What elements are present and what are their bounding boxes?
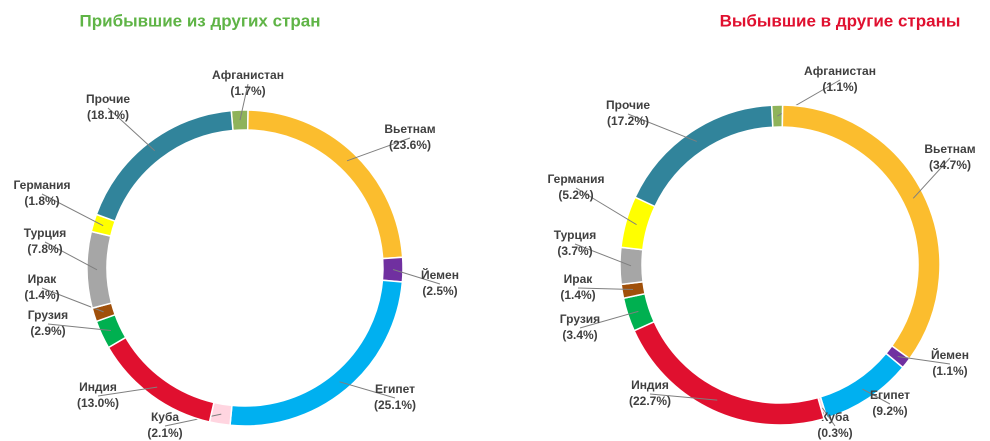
category-label: Афганистан	[212, 68, 284, 82]
value-label: (2.1%)	[147, 426, 182, 440]
leader-line	[575, 187, 637, 226]
segment	[86, 230, 113, 310]
category-label: Индия	[631, 378, 669, 392]
segment	[619, 246, 644, 286]
category-label: Куба	[151, 410, 179, 424]
leader-line	[577, 287, 634, 291]
leader-line	[107, 107, 156, 152]
leader-line	[164, 413, 222, 427]
leader-line	[44, 241, 98, 271]
category-label: Германия	[547, 172, 604, 186]
category-label: Египет	[870, 388, 910, 402]
value-label: (1.4%)	[24, 288, 59, 302]
leader-line	[47, 323, 111, 331]
category-label: Йемен	[931, 347, 969, 362]
category-label: Йемен	[421, 267, 459, 282]
category-label: Прочие	[86, 92, 130, 106]
value-label: (1.7%)	[230, 84, 265, 98]
leader-line	[239, 83, 249, 121]
leader-line	[862, 388, 891, 405]
category-label: Египет	[375, 382, 415, 396]
category-label: Вьетнам	[384, 122, 435, 136]
leader-line	[41, 193, 104, 227]
segment	[381, 256, 404, 283]
value-label: (25.1%)	[374, 398, 416, 412]
category-label: Германия	[13, 178, 70, 192]
value-label: (5.2%)	[558, 188, 593, 202]
value-label: (13.0%)	[77, 396, 119, 410]
value-label: (0.3%)	[817, 426, 852, 440]
segment	[620, 196, 657, 251]
value-label: (22.7%)	[629, 394, 671, 408]
leader-line	[346, 137, 411, 162]
leader-line	[392, 269, 441, 285]
value-label: (18.1%)	[87, 108, 129, 122]
value-label: (1.1%)	[822, 80, 857, 94]
segment	[230, 109, 249, 132]
leader-line	[574, 243, 632, 267]
value-label: (9.2%)	[872, 404, 907, 418]
value-label: (1.1%)	[932, 364, 967, 378]
value-label: (3.4%)	[562, 328, 597, 342]
leader-line	[339, 381, 396, 399]
segment	[95, 109, 234, 223]
category-label: Ирак	[564, 272, 594, 286]
value-label: (1.4%)	[560, 288, 595, 302]
category-label: Турция	[24, 226, 66, 240]
leader-line	[579, 310, 639, 329]
category-label: Турция	[554, 228, 596, 242]
category-label: Грузия	[560, 312, 600, 326]
value-label: (17.2%)	[607, 114, 649, 128]
value-label: (23.6%)	[389, 138, 431, 152]
chart-title: Прибывшие из других стран	[80, 11, 321, 30]
category-label: Индия	[79, 380, 117, 394]
category-label: Куба	[821, 410, 849, 424]
leader-line	[912, 157, 951, 199]
category-label: Афганистан	[804, 64, 876, 78]
value-label: (1.8%)	[24, 194, 59, 208]
category-label: Вьетнам	[924, 142, 975, 156]
leader-line	[897, 355, 951, 365]
category-label: Грузия	[28, 308, 68, 322]
leader-line	[649, 393, 718, 401]
value-label: (2.9%)	[30, 324, 65, 338]
leader-line	[821, 407, 836, 427]
segment	[634, 104, 774, 208]
category-label: Прочие	[606, 98, 650, 112]
category-label: Ирак	[28, 272, 58, 286]
leader-line	[627, 113, 697, 142]
chart-title: Выбывшие в другие страны	[720, 11, 961, 30]
value-label: (3.7%)	[557, 244, 592, 258]
value-label: (2.5%)	[422, 284, 457, 298]
value-label: (34.7%)	[929, 158, 971, 172]
leader-line	[97, 386, 158, 397]
value-label: (7.8%)	[27, 242, 62, 256]
